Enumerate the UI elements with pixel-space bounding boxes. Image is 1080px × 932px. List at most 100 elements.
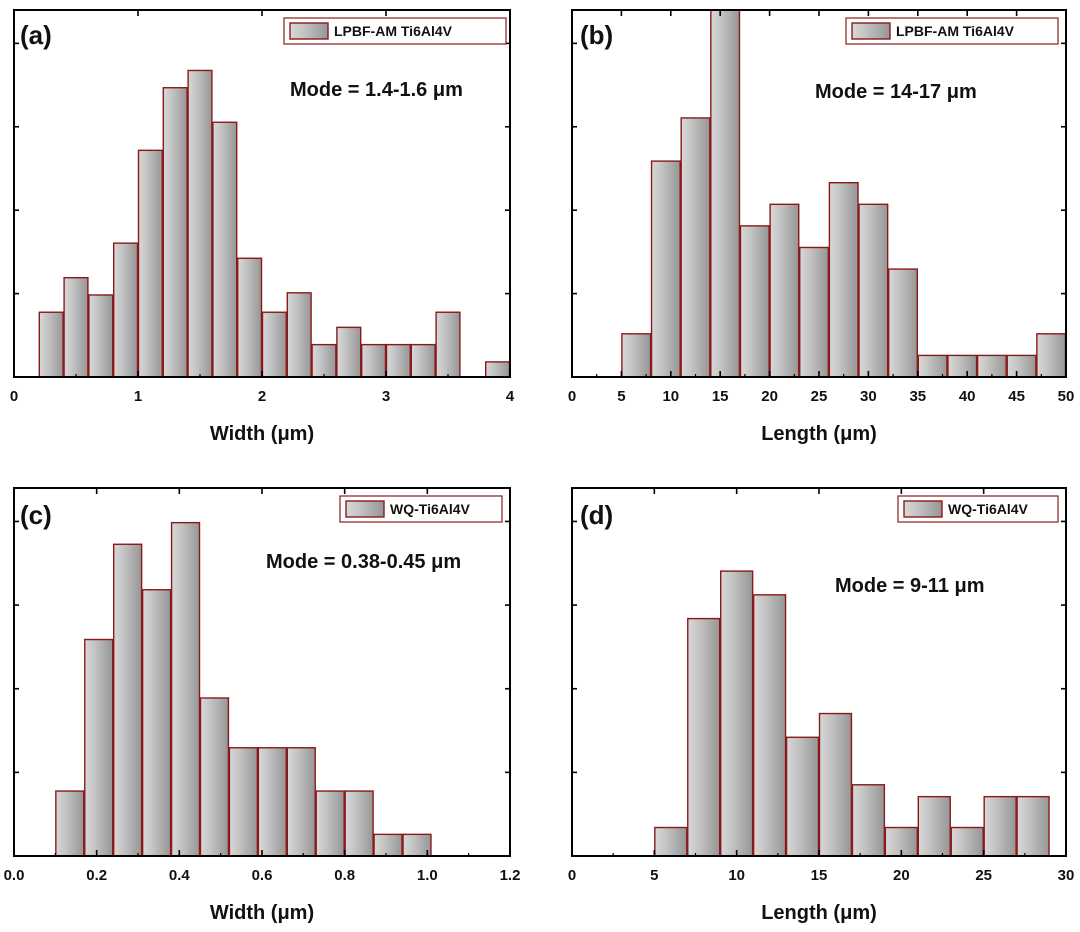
panel-label: (a) (20, 20, 52, 50)
x-tick-label: 3 (382, 388, 390, 405)
legend-swatch (851, 22, 891, 40)
chart-panel: 0 5 10 15 20 25 30 Length (μm) (d) WQ-Ti6Al4V Mode… (568, 487, 1075, 924)
histogram-bar (336, 326, 362, 378)
histogram-bar (752, 594, 787, 857)
x-tick-label: 0 (568, 388, 576, 405)
legend-label: LPBF-AM Ti6Al4V (896, 23, 1015, 39)
x-tick-label: 4 (506, 388, 515, 405)
histogram-bar (435, 311, 461, 378)
histogram-bar (38, 311, 64, 378)
histogram-bar (680, 117, 711, 378)
histogram-bar (84, 638, 114, 857)
x-tick-label: 30 (1058, 867, 1075, 884)
x-tick-label: 15 (811, 867, 828, 884)
histogram-bar (739, 225, 770, 378)
histogram-bar (286, 747, 316, 857)
x-axis-label: Width (μm) (210, 902, 314, 924)
legend-swatch (345, 500, 385, 518)
histogram-bar (485, 361, 511, 378)
histogram-bar (654, 826, 688, 857)
x-tick-label: 25 (975, 867, 992, 884)
histogram-bar (947, 354, 978, 378)
histogram-bar (687, 617, 721, 857)
histogram-bar (63, 276, 89, 378)
x-tick-label: 5 (617, 388, 625, 405)
mode-annotation: Mode = 0.38-0.45 μm (266, 551, 461, 573)
x-axis-label: Width (μm) (210, 423, 314, 445)
x-tick-label: 10 (662, 388, 679, 405)
histogram-bar (286, 292, 312, 378)
histogram-bar (112, 242, 139, 378)
histogram-bar (785, 736, 820, 857)
histogram-bar (710, 9, 741, 378)
histogram-bar (720, 570, 754, 857)
x-tick-label: 20 (761, 388, 778, 405)
x-tick-label: 0.4 (169, 867, 191, 884)
histogram-bar (828, 182, 859, 378)
histogram-bar (212, 121, 238, 378)
histogram-bar (137, 149, 163, 378)
mode-annotation: Mode = 9-11 μm (835, 575, 985, 597)
histogram-bar (373, 833, 403, 857)
legend-label: WQ-Ti6Al4V (948, 501, 1029, 517)
x-tick-label: 35 (909, 388, 926, 405)
histogram-bar (385, 343, 411, 378)
x-tick-label: 0.6 (252, 867, 273, 884)
histogram-bar (361, 343, 387, 378)
chart-panel: 0 5 10 15 20 25 30 35 40 45 50 Length (μm) (b) LPBF-A… (568, 9, 1074, 445)
x-tick-label: 1.2 (500, 867, 521, 884)
x-tick-label: 0 (10, 388, 18, 405)
histogram-bar (917, 795, 951, 857)
x-tick-label: 0.2 (86, 867, 107, 884)
histogram-bar (950, 826, 984, 857)
histogram-bar (1016, 795, 1050, 857)
x-tick-label: 5 (650, 867, 658, 884)
x-tick-label: 15 (712, 388, 729, 405)
legend-label: LPBF-AM Ti6Al4V (334, 23, 453, 39)
chart-panel: 0 1 2 3 4 Width (μm) (a) LPBF-AM Ti6Al4V Mode = … (10, 9, 515, 445)
panel-label: (d) (580, 500, 613, 530)
histogram-bar (1006, 354, 1037, 378)
x-tick-label: 1 (134, 388, 142, 405)
chart-panel: 0.0 0.2 0.4 0.6 0.8 1.0 1.2 Width (μm) (c) WQ-Ti6… (4, 487, 521, 924)
histogram-bar (818, 712, 853, 857)
histogram-bar (983, 795, 1017, 857)
histogram-bar (199, 697, 230, 857)
histogram-bar (170, 521, 201, 857)
histogram-bar (141, 589, 172, 857)
histogram-bar (887, 268, 918, 378)
legend-swatch (903, 500, 943, 518)
histogram-bar (917, 354, 948, 378)
histogram-bar (257, 747, 288, 857)
x-tick-label: 45 (1008, 388, 1025, 405)
histogram-bar (162, 87, 188, 378)
histogram-bar (187, 69, 213, 378)
x-tick-label: 0.0 (4, 867, 25, 884)
x-tick-label: 30 (860, 388, 877, 405)
histogram-bar (311, 343, 337, 378)
histogram-bar (1036, 333, 1067, 378)
histogram-bar (236, 257, 263, 378)
x-tick-label: 2 (258, 388, 266, 405)
histogram-bar (315, 790, 345, 857)
histogram-bar (769, 203, 800, 378)
x-tick-label: 0 (568, 867, 576, 884)
histogram-bar (55, 790, 85, 857)
x-tick-label: 20 (893, 867, 910, 884)
histogram-bar (228, 747, 259, 857)
legend-label: WQ-Ti6Al4V (390, 501, 471, 517)
x-tick-label: 1.0 (417, 867, 438, 884)
histogram-bar (650, 160, 681, 378)
histogram-bar (976, 354, 1007, 378)
histogram-bar (799, 246, 830, 378)
histogram-bar (410, 343, 436, 378)
x-tick-label: 40 (959, 388, 976, 405)
mode-annotation: Mode = 1.4-1.6 μm (290, 79, 463, 101)
legend-swatch (289, 22, 329, 40)
x-tick-label: 0.8 (334, 867, 355, 884)
histogram-bar (88, 294, 114, 378)
x-axis-label: Length (μm) (761, 902, 877, 924)
x-tick-label: 25 (811, 388, 828, 405)
mode-annotation: Mode = 14-17 μm (815, 81, 977, 103)
